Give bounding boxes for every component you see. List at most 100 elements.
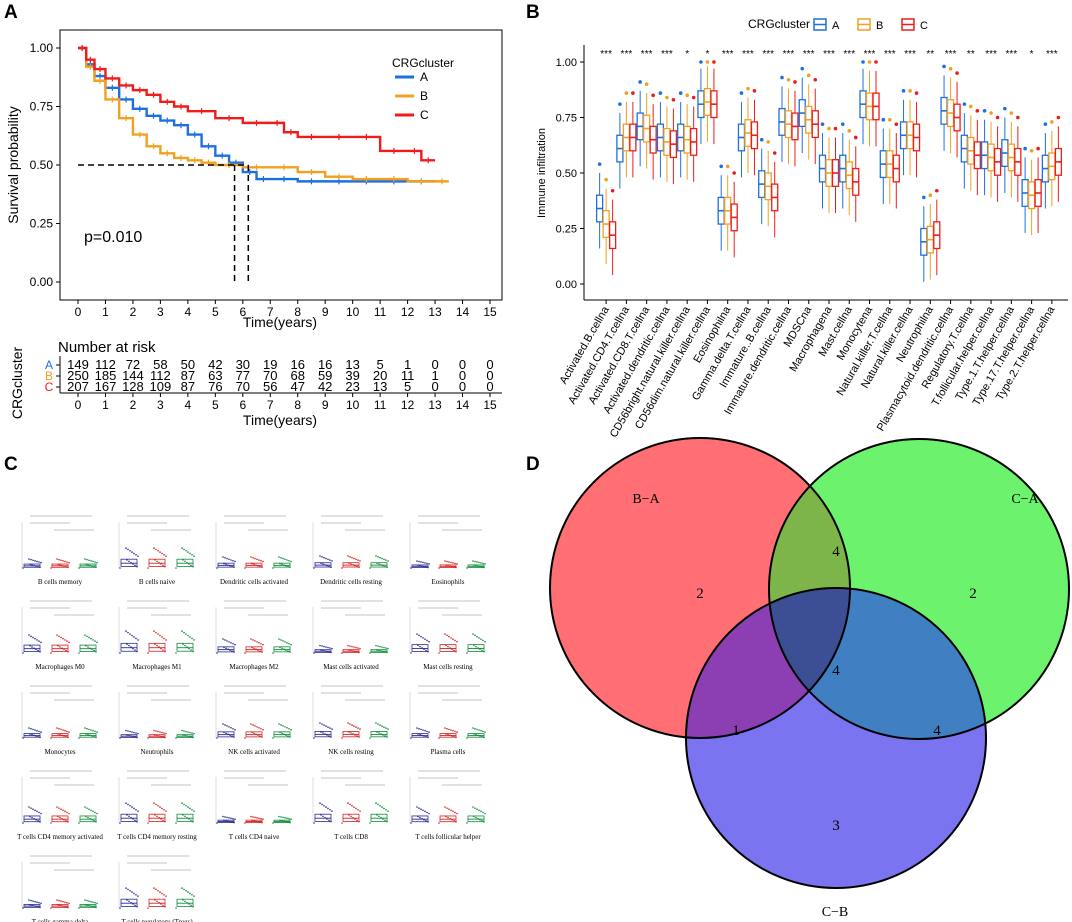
cibersort-point: [34, 900, 36, 903]
box-significance-label: ***: [1006, 49, 1018, 60]
cibersort-point: [448, 561, 450, 563]
box-significance-label: ***: [864, 49, 876, 60]
cibersort-point: [475, 816, 477, 819]
cibersort-point: [193, 895, 195, 897]
cibersort-point: [127, 888, 129, 891]
cibersort-point: [379, 804, 381, 807]
cibersort-point: [216, 822, 218, 824]
cibersort-point: [446, 560, 448, 563]
box-outlier: [922, 195, 926, 200]
risk-count: 68: [290, 368, 304, 383]
box-outlier: [1043, 122, 1048, 126]
cibersort-point: [256, 726, 258, 728]
cibersort-panel-title: T cells gamma delta: [32, 918, 89, 922]
risk-count: 167: [95, 379, 117, 394]
cibersort-point: [119, 907, 121, 909]
cibersort-point: [161, 892, 163, 895]
cibersort-point: [321, 645, 323, 647]
cibersort-point: [162, 564, 164, 567]
risk-count: 30: [236, 357, 250, 372]
cibersort-point: [357, 647, 359, 649]
cibersort-point: [416, 806, 418, 808]
cibersort-point: [156, 644, 158, 647]
cibersort-point: [446, 807, 448, 809]
cibersort-point: [254, 557, 256, 560]
cibersort-point: [466, 567, 468, 569]
cibersort-panel-title: Monocytes: [44, 748, 75, 756]
cibersort-point: [56, 634, 58, 636]
cibersort-point: [448, 635, 450, 638]
risk-count: 16: [318, 357, 332, 372]
cibersort-point: [424, 638, 426, 640]
cibersort-point: [474, 634, 476, 637]
cibersort-point: [175, 737, 177, 739]
box-significance-label: ***: [621, 49, 633, 60]
risk-count: 13: [345, 357, 359, 372]
cibersort-point: [147, 907, 149, 909]
cibersort-point: [377, 645, 379, 647]
cibersort-panel-title: T cells regulatory (Tregs): [121, 918, 193, 922]
risk-x-tick-label: 8: [294, 398, 301, 412]
cibersort-point: [480, 562, 482, 564]
cibersort-point: [62, 900, 64, 903]
risk-count: 0: [486, 368, 493, 383]
risk-count: 11: [401, 368, 415, 383]
cibersort-point: [134, 564, 136, 567]
cibersort-point: [377, 803, 379, 806]
cibersort-point: [425, 649, 427, 652]
cibersort-panel-title: Mast cells activated: [323, 663, 379, 671]
km-pvalue: p=0.010: [84, 229, 142, 246]
cibersort-point: [216, 652, 218, 654]
cibersort-point: [331, 728, 333, 730]
km-chart: 0.000.250.500.751.00 0 1 2 3 4 5 6 7 8 9 10 11 12 13 1…: [5, 29, 503, 428]
cibersort-point: [226, 725, 228, 727]
cibersort-point: [450, 729, 452, 731]
venn-circles: [549, 437, 1070, 889]
cibersort-panel-title: NK cells activated: [228, 748, 280, 756]
cibersort-point: [475, 645, 477, 648]
box-outlier: [887, 117, 892, 122]
cibersort-point: [446, 634, 448, 637]
cibersort-point: [379, 645, 381, 648]
cibersort-point: [476, 561, 478, 563]
box-outlier: [685, 93, 689, 98]
risk-x-tick-label: 4: [185, 398, 192, 412]
cibersort-panel: T cells gamma delta: [21, 855, 98, 922]
cibersort-panel: T cells CD8: [312, 770, 389, 841]
cibersort-panel: Macrophages M2: [215, 600, 292, 671]
cibersort-point: [278, 815, 280, 818]
cibersort-point: [92, 560, 94, 563]
cibersort-point: [478, 729, 480, 731]
cibersort-point: [350, 732, 352, 734]
cibersort-point: [450, 637, 452, 639]
cibersort-point: [59, 564, 61, 566]
cibersort-point: [157, 633, 159, 635]
cibersort-point: [262, 560, 264, 563]
cibersort-point: [161, 807, 163, 810]
cibersort-point: [323, 645, 325, 648]
risk-count: 144: [122, 368, 144, 383]
cibersort-point: [88, 636, 90, 639]
cibersort-point: [84, 899, 86, 901]
cibersort-point: [438, 822, 440, 824]
cibersort-point: [452, 638, 454, 640]
cibersort-point: [127, 803, 129, 806]
cibersort-point: [87, 733, 89, 736]
cibersort-point: [232, 642, 234, 645]
cibersort-point: [165, 895, 167, 897]
cibersort-point: [22, 822, 24, 824]
cibersort-point: [478, 809, 480, 812]
risk-count: 23: [345, 379, 359, 394]
cibersort-point: [68, 812, 70, 815]
risk-count: 112: [95, 357, 116, 372]
cibersort-point: [153, 547, 155, 549]
cibersort-point: [256, 641, 258, 643]
box-y-tick-label: 0.25: [556, 224, 577, 236]
risk-count: 56: [263, 379, 277, 394]
cibersort-point: [446, 727, 448, 730]
risk-count: 112: [150, 368, 171, 383]
cibersort-point: [86, 635, 88, 638]
cibersort-point: [422, 561, 424, 564]
cibersort-point: [92, 810, 94, 813]
cibersort-point: [353, 806, 355, 808]
